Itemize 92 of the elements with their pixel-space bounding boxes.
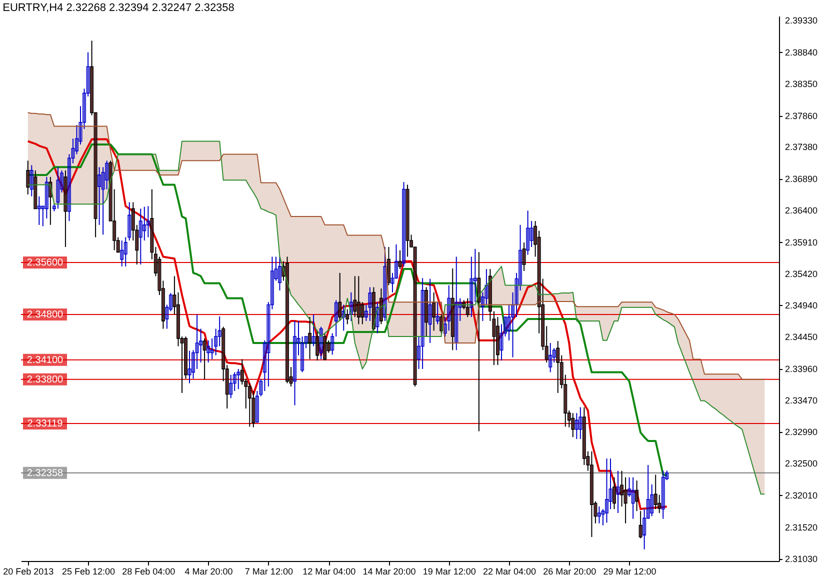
ref-line-label: 2.33119 xyxy=(27,418,64,430)
candlestick xyxy=(638,510,642,539)
candlestick xyxy=(661,470,665,520)
candlestick xyxy=(138,208,142,265)
candlestick xyxy=(349,292,353,322)
ref-line-label: 2.32358 xyxy=(26,468,64,479)
candlestick xyxy=(312,314,316,347)
candlestick xyxy=(522,242,526,272)
candlestick xyxy=(368,286,372,322)
candlestick xyxy=(278,256,282,291)
candlestick xyxy=(202,338,206,380)
x-tick-label: 4 Mar 20:00 xyxy=(184,566,233,576)
candlestick xyxy=(319,326,323,360)
candlestick xyxy=(360,302,364,325)
candlestick xyxy=(30,164,34,197)
candlestick xyxy=(654,474,658,510)
y-tick-label: 2.37380 xyxy=(785,142,818,152)
y-tick-label: 2.38350 xyxy=(785,79,818,90)
x-tick-label: 14 Mar 20:00 xyxy=(362,566,416,576)
y-tick-label: 2.38840 xyxy=(785,47,818,58)
candlestick xyxy=(316,330,320,362)
candlestick xyxy=(56,166,60,210)
y-tick-label: 2.37860 xyxy=(785,110,818,121)
candlestick xyxy=(26,160,30,195)
ref-line-label: 2.33800 xyxy=(26,374,64,386)
candlestick xyxy=(466,298,470,318)
candlestick xyxy=(383,246,387,322)
y-tick-label: 2.35420 xyxy=(785,269,818,280)
y-tick-label: 2.32010 xyxy=(785,490,818,500)
candlestick xyxy=(612,476,616,510)
candlestick xyxy=(635,480,639,512)
candlestick xyxy=(548,342,552,373)
candlestick xyxy=(120,240,124,267)
candlestick xyxy=(379,288,383,325)
y-tick-label: 2.34450 xyxy=(785,332,818,342)
ref-line-label: 2.34800 xyxy=(26,309,64,320)
candlestick xyxy=(356,276,360,325)
y-tick-label: 2.33470 xyxy=(785,396,818,406)
candlestick xyxy=(37,196,41,226)
x-tick-label: 20 Feb 2013 xyxy=(3,566,54,576)
candlestick xyxy=(454,256,458,351)
candlestick xyxy=(146,206,150,238)
x-tick-label: 22 Mar 04:00 xyxy=(482,566,536,576)
x-tick-label: 29 Mar 12:00 xyxy=(603,566,656,576)
candlestick xyxy=(338,272,342,322)
x-tick-label: 7 Mar 12:00 xyxy=(244,566,293,576)
candlestick xyxy=(616,470,620,514)
y-tick-label: 2.31030 xyxy=(785,554,818,564)
x-tick-label: 19 Mar 12:00 xyxy=(422,566,476,576)
y-tick-label: 2.32990 xyxy=(785,426,818,437)
candlestick xyxy=(342,304,346,332)
candlestick xyxy=(432,292,436,332)
ref-line-label: 2.35600 xyxy=(26,258,64,269)
x-tick-label: 12 Mar 04:00 xyxy=(302,566,356,576)
candlestick xyxy=(507,304,511,341)
candlestick xyxy=(188,350,192,384)
y-tick-label: 2.36400 xyxy=(785,206,818,216)
candlestick xyxy=(436,302,440,325)
candlestick xyxy=(376,302,380,334)
candlestick xyxy=(398,250,402,270)
candlestick xyxy=(346,308,350,325)
x-tick-label: 26 Mar 20:00 xyxy=(543,566,596,576)
y-tick-label: 2.34940 xyxy=(785,300,818,310)
x-tick-label: 25 Feb 12:00 xyxy=(62,566,116,576)
chart-title: EURTRY,H4 2.32268 2.32394 2.32247 2.32358 xyxy=(2,2,234,14)
candlestick xyxy=(206,340,210,363)
candlestick xyxy=(402,182,406,267)
candlestick xyxy=(293,320,296,406)
candlestick xyxy=(605,458,608,524)
candlestick xyxy=(229,374,233,399)
y-tick-label: 2.31520 xyxy=(785,522,818,532)
candlestick xyxy=(571,412,575,438)
candlestick xyxy=(236,368,240,390)
y-tick-label: 2.36890 xyxy=(785,174,818,184)
candlestick xyxy=(578,406,582,440)
candlestick xyxy=(631,476,635,520)
candlestick xyxy=(308,316,312,360)
y-tick-label: 2.32500 xyxy=(785,458,818,469)
ref-line-label: 2.34100 xyxy=(26,354,64,366)
candlestick xyxy=(420,278,424,370)
y-tick-label: 2.39330 xyxy=(785,16,818,26)
candlestick xyxy=(428,278,432,344)
candlestick xyxy=(597,506,601,524)
candlestick xyxy=(608,458,612,510)
candlestick xyxy=(248,382,252,428)
candlestick xyxy=(386,246,390,286)
candlestick xyxy=(323,332,327,362)
y-tick-label: 2.33960 xyxy=(785,364,818,374)
y-tick-label: 2.35910 xyxy=(785,237,818,248)
candlestick xyxy=(556,340,560,394)
candlestick xyxy=(526,210,530,256)
x-tick-label: 28 Feb 04:00 xyxy=(122,566,176,576)
